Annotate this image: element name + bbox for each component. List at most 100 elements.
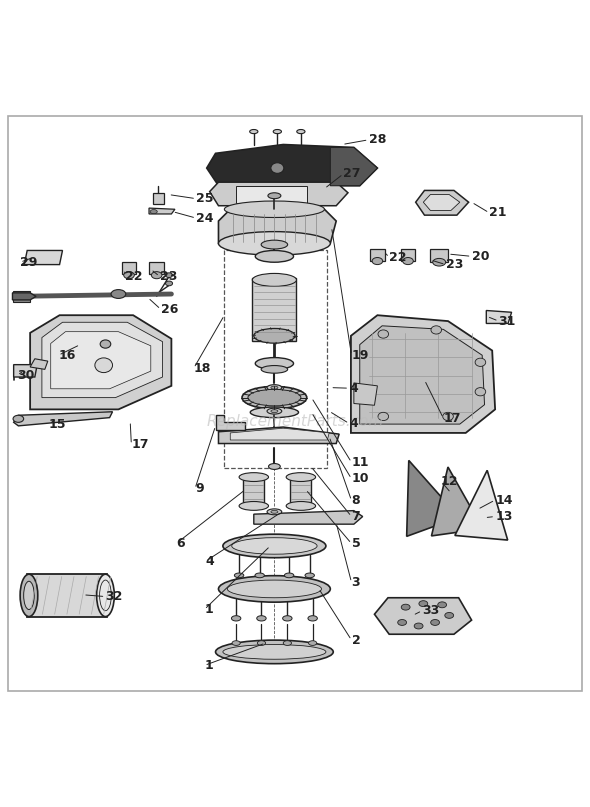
Ellipse shape — [431, 326, 441, 334]
Polygon shape — [360, 326, 484, 424]
Ellipse shape — [232, 537, 317, 554]
Ellipse shape — [111, 290, 126, 299]
Polygon shape — [218, 427, 339, 444]
Text: 20: 20 — [471, 250, 489, 263]
Ellipse shape — [283, 616, 292, 621]
Text: 6: 6 — [176, 537, 185, 550]
Ellipse shape — [257, 641, 266, 646]
Bar — [236, 186, 307, 203]
Polygon shape — [12, 293, 36, 300]
Bar — [243, 478, 264, 506]
Polygon shape — [486, 311, 512, 324]
Ellipse shape — [432, 258, 445, 266]
Text: 14: 14 — [495, 494, 513, 507]
Text: 26: 26 — [161, 303, 178, 316]
Ellipse shape — [305, 573, 314, 578]
Ellipse shape — [223, 645, 326, 659]
Ellipse shape — [218, 575, 330, 602]
Ellipse shape — [475, 387, 486, 396]
Ellipse shape — [223, 534, 326, 558]
Ellipse shape — [255, 358, 294, 370]
Text: 17: 17 — [443, 412, 461, 424]
Text: 18: 18 — [194, 362, 211, 374]
Ellipse shape — [248, 389, 301, 406]
Ellipse shape — [24, 581, 34, 609]
Text: 7: 7 — [352, 510, 360, 523]
Text: 22: 22 — [389, 251, 407, 264]
Ellipse shape — [475, 358, 486, 366]
Ellipse shape — [261, 240, 288, 249]
Ellipse shape — [239, 501, 268, 510]
Ellipse shape — [268, 193, 281, 199]
Polygon shape — [24, 250, 63, 265]
Bar — [290, 478, 312, 506]
Text: 11: 11 — [352, 456, 369, 469]
Text: 3: 3 — [352, 576, 360, 589]
Ellipse shape — [97, 575, 114, 617]
Polygon shape — [254, 511, 363, 525]
Text: 1: 1 — [204, 659, 213, 672]
Ellipse shape — [257, 616, 266, 621]
Ellipse shape — [283, 641, 291, 646]
Polygon shape — [209, 182, 348, 206]
Text: 1: 1 — [204, 603, 213, 616]
Text: 22: 22 — [126, 270, 143, 283]
Text: 17: 17 — [132, 438, 149, 451]
Ellipse shape — [378, 412, 389, 420]
Text: 2: 2 — [352, 633, 360, 646]
Ellipse shape — [232, 641, 240, 646]
Text: 12: 12 — [441, 475, 458, 487]
Text: 23: 23 — [445, 258, 463, 271]
Polygon shape — [330, 148, 378, 186]
Ellipse shape — [271, 163, 284, 174]
Text: 24: 24 — [196, 211, 214, 224]
Ellipse shape — [254, 328, 295, 343]
Ellipse shape — [297, 129, 305, 134]
Polygon shape — [14, 412, 113, 426]
Ellipse shape — [267, 408, 282, 414]
Ellipse shape — [286, 501, 316, 510]
Text: 13: 13 — [495, 510, 513, 523]
Text: 33: 33 — [422, 604, 440, 617]
Ellipse shape — [442, 412, 453, 420]
Ellipse shape — [403, 257, 414, 265]
Ellipse shape — [267, 385, 282, 391]
Ellipse shape — [150, 210, 158, 214]
Polygon shape — [14, 365, 37, 377]
Ellipse shape — [438, 602, 447, 608]
Polygon shape — [215, 416, 245, 430]
Text: 23: 23 — [160, 270, 177, 283]
Ellipse shape — [215, 640, 333, 663]
Ellipse shape — [286, 473, 316, 482]
Text: 19: 19 — [352, 349, 369, 362]
Ellipse shape — [239, 473, 268, 482]
Text: 5: 5 — [352, 537, 360, 550]
Polygon shape — [416, 190, 468, 215]
Polygon shape — [30, 359, 48, 370]
Ellipse shape — [268, 463, 280, 470]
Polygon shape — [354, 383, 378, 405]
Text: 15: 15 — [49, 417, 67, 431]
Ellipse shape — [100, 580, 112, 611]
Text: 4: 4 — [349, 417, 358, 430]
Polygon shape — [51, 332, 151, 389]
Ellipse shape — [308, 616, 317, 621]
Ellipse shape — [273, 129, 281, 134]
Ellipse shape — [242, 387, 307, 409]
Ellipse shape — [445, 613, 454, 618]
Ellipse shape — [414, 623, 423, 629]
Bar — [13, 291, 30, 302]
Polygon shape — [206, 144, 378, 186]
Ellipse shape — [255, 250, 294, 262]
Ellipse shape — [234, 573, 244, 578]
Polygon shape — [423, 194, 460, 211]
Ellipse shape — [95, 358, 113, 373]
Polygon shape — [42, 322, 163, 398]
Ellipse shape — [166, 273, 172, 278]
Text: 4: 4 — [205, 554, 214, 568]
Ellipse shape — [284, 573, 294, 578]
Ellipse shape — [255, 573, 264, 578]
Ellipse shape — [267, 509, 282, 515]
Text: 28: 28 — [369, 133, 386, 146]
Ellipse shape — [124, 272, 135, 278]
